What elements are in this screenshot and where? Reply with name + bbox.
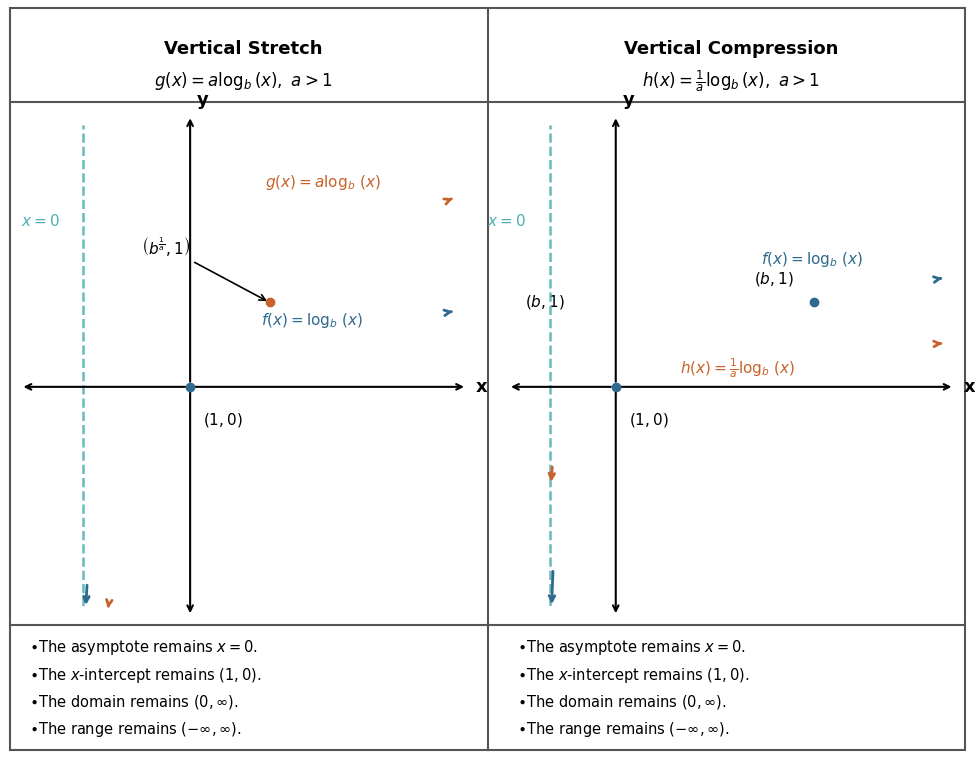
- Text: $\bullet$The range remains $(-\infty, \infty)$.: $\bullet$The range remains $(-\infty, \i…: [517, 720, 729, 739]
- Text: Vertical Stretch: Vertical Stretch: [165, 40, 323, 58]
- Text: $\mathbf{y}$: $\mathbf{y}$: [622, 92, 636, 111]
- Text: $(b, 1)$: $(b, 1)$: [525, 293, 565, 312]
- Text: $\bullet$The range remains $(-\infty, \infty)$.: $\bullet$The range remains $(-\infty, \i…: [29, 720, 242, 739]
- Text: $\bullet$The $x$-intercept remains $(1, 0)$.: $\bullet$The $x$-intercept remains $(1, …: [517, 666, 749, 684]
- Text: Vertical Compression: Vertical Compression: [624, 40, 838, 58]
- Text: $\bullet$The asymptote remains $x = 0$.: $\bullet$The asymptote remains $x = 0$.: [29, 638, 258, 657]
- Text: $\mathbf{x}$: $\mathbf{x}$: [476, 377, 488, 396]
- Text: $(1, 0)$: $(1, 0)$: [203, 411, 243, 429]
- Text: $h(x) = \frac{1}{a}\log_b(x),\ a > 1$: $h(x) = \frac{1}{a}\log_b(x),\ a > 1$: [643, 68, 820, 94]
- Text: $g(x) = a\log_b(x),\ a > 1$: $g(x) = a\log_b(x),\ a > 1$: [154, 70, 333, 92]
- Text: $x=0$: $x=0$: [20, 213, 59, 230]
- Text: $(b, 1)$: $(b, 1)$: [754, 270, 794, 288]
- Text: $\bullet$The domain remains $(0, \infty)$.: $\bullet$The domain remains $(0, \infty)…: [29, 693, 239, 711]
- Text: $\mathbf{x}$: $\mathbf{x}$: [963, 377, 975, 396]
- Text: $\bullet$The $x$-intercept remains $(1, 0)$.: $\bullet$The $x$-intercept remains $(1, …: [29, 666, 261, 684]
- Text: $(1, 0)$: $(1, 0)$: [629, 411, 669, 429]
- Text: $\mathbf{y}$: $\mathbf{y}$: [196, 92, 210, 111]
- Text: $\bullet$The domain remains $(0, \infty)$.: $\bullet$The domain remains $(0, \infty)…: [517, 693, 726, 711]
- Text: $h(x) = \frac{1}{a}\log_b\,(x)$: $h(x) = \frac{1}{a}\log_b\,(x)$: [680, 356, 795, 380]
- Text: $f(x) = \log_b\,(x)$: $f(x) = \log_b\,(x)$: [761, 250, 864, 269]
- Text: $\bullet$The asymptote remains $x = 0$.: $\bullet$The asymptote remains $x = 0$.: [517, 638, 746, 657]
- Text: $\left(b^{\frac{1}{a}}, 1\right)$: $\left(b^{\frac{1}{a}}, 1\right)$: [141, 235, 265, 300]
- Text: $x=0$: $x=0$: [488, 213, 526, 230]
- Text: $g(x) = a\log_b\,(x)$: $g(x) = a\log_b\,(x)$: [265, 174, 381, 193]
- Text: $f(x) = \log_b\,(x)$: $f(x) = \log_b\,(x)$: [261, 311, 363, 330]
